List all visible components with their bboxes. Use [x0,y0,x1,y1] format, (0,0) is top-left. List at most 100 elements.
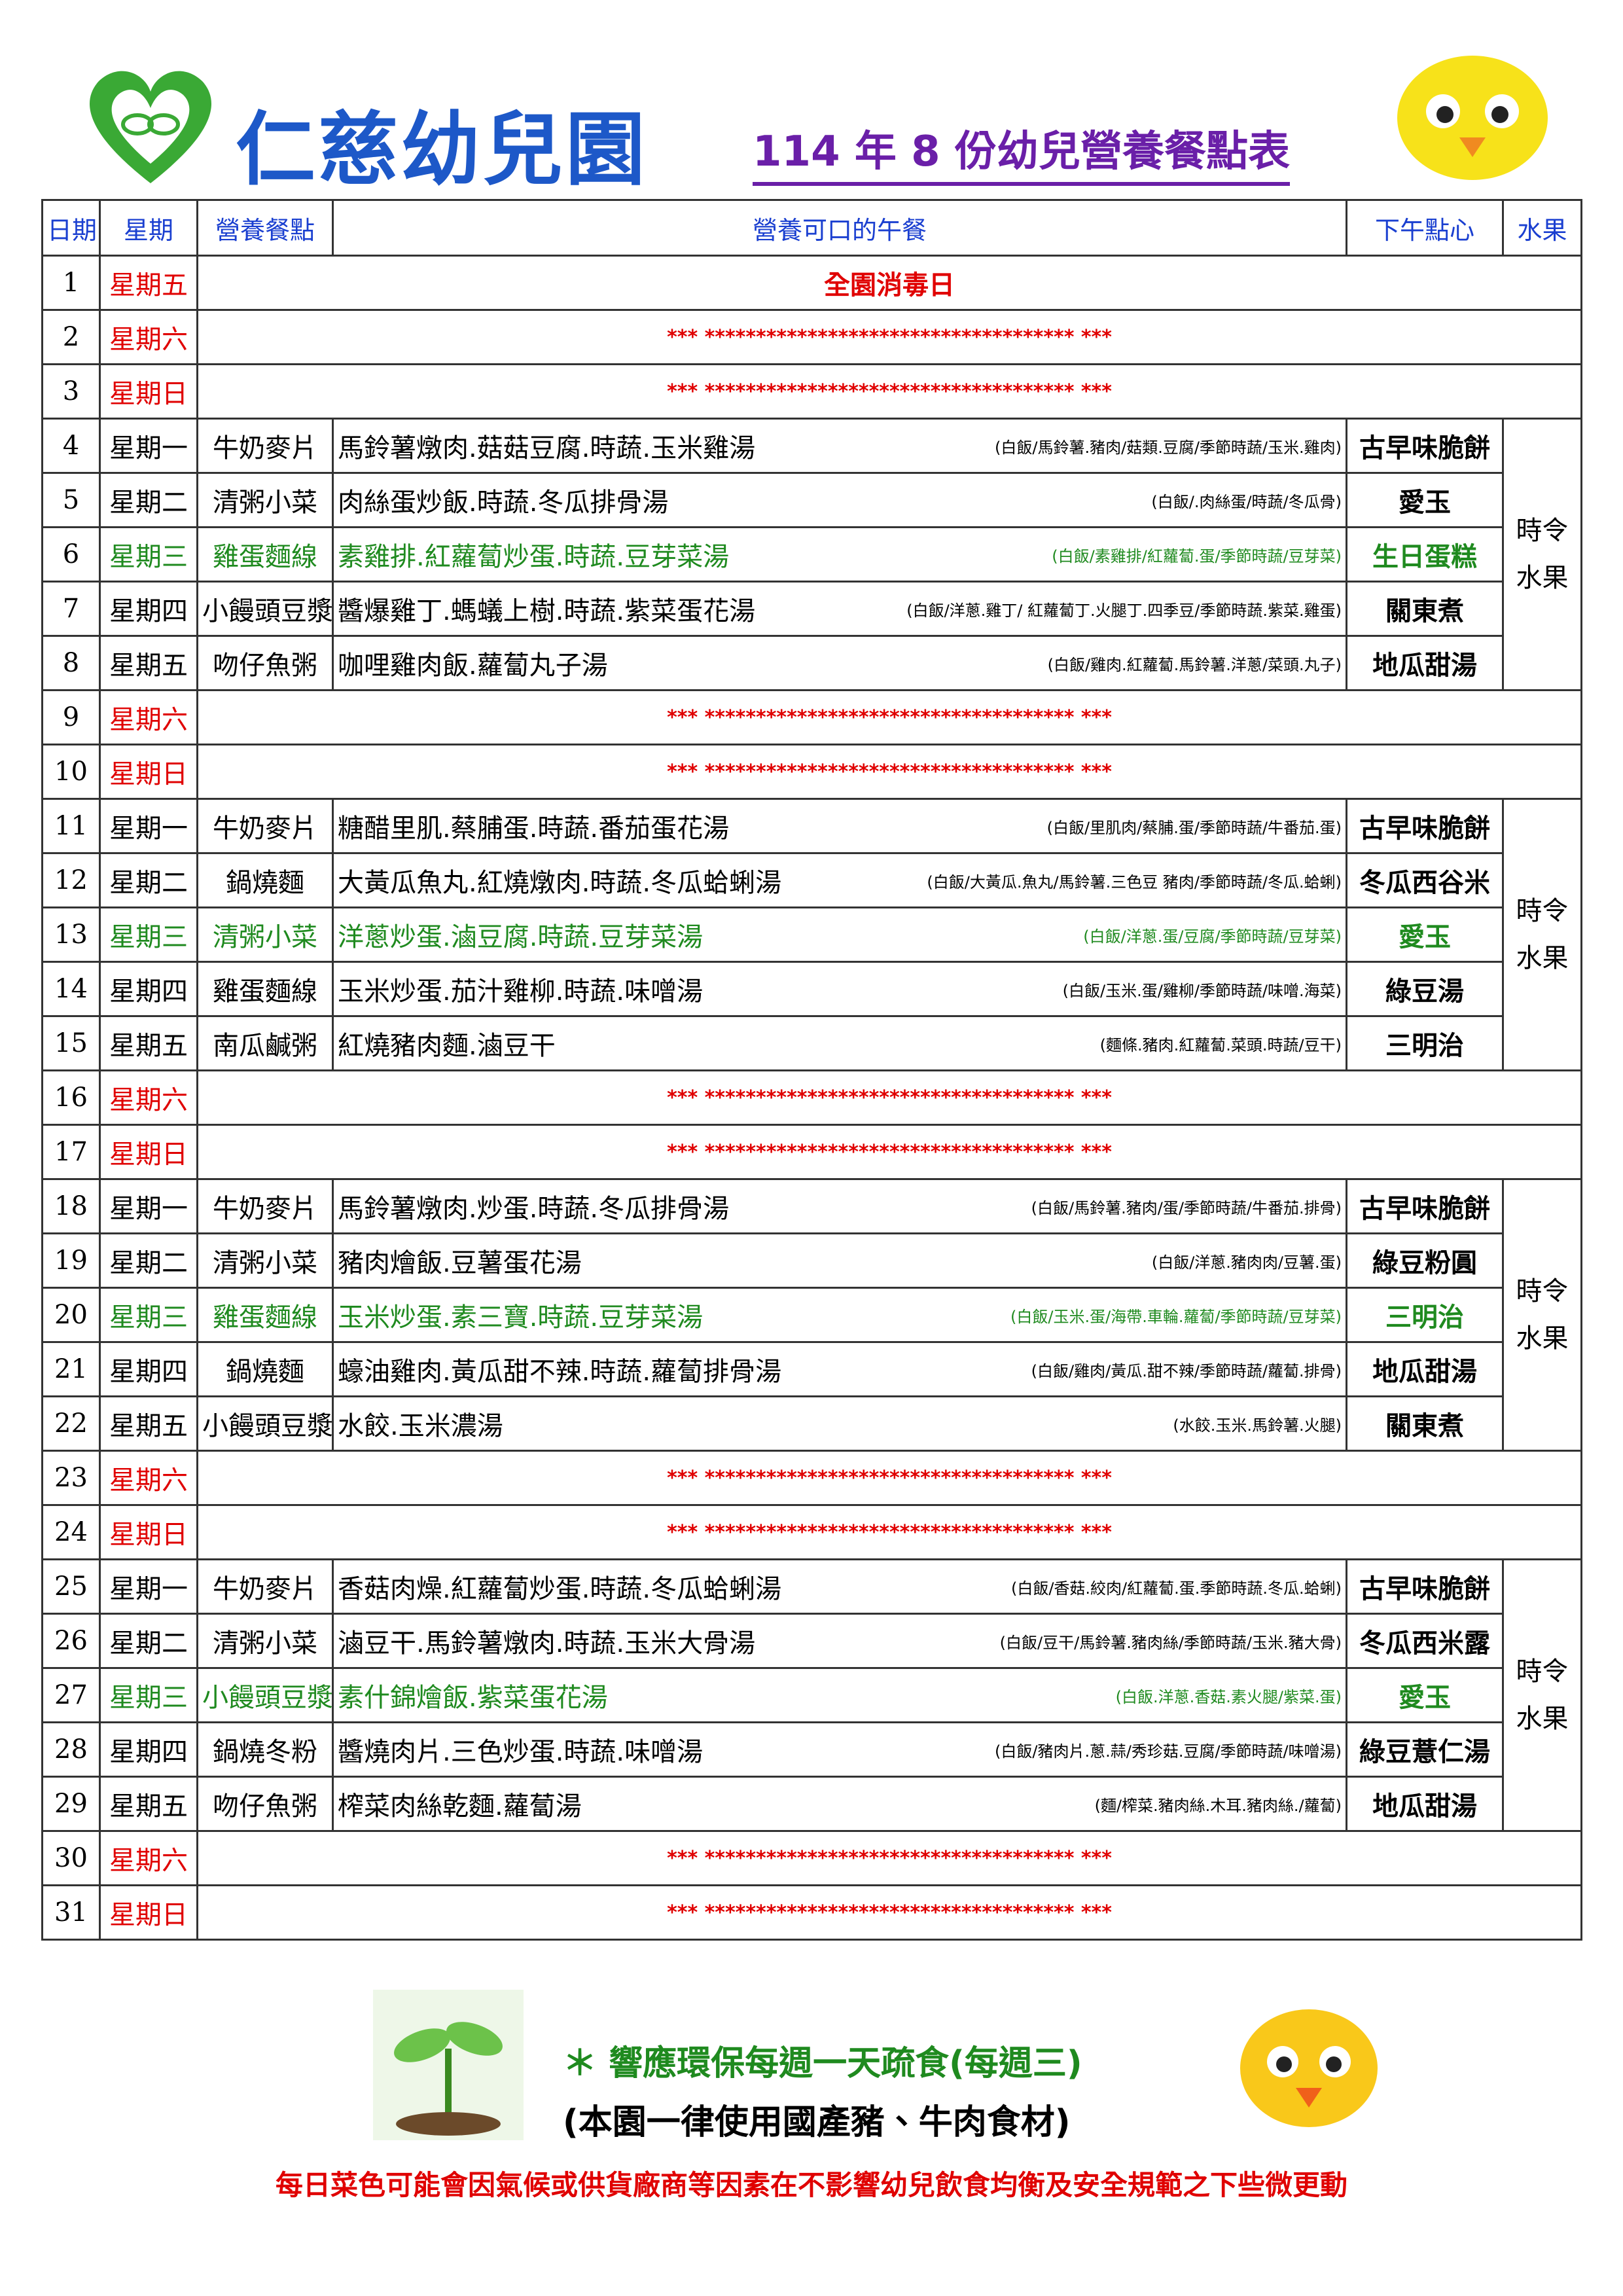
day-cell: 30 [41,1830,101,1886]
lunch-cell: 大黃瓜魚丸.紅燒燉肉.時蔬.冬瓜蛤蜊湯 (白飯/大黃瓜.魚丸/馬鈴薯.三色豆 豬肉… [332,852,1347,908]
day-cell: 13 [41,906,101,963]
snack-cell: 小饅頭豆漿 [196,1667,334,1723]
weekday-cell: 星期一 [99,1558,198,1615]
day-cell: 22 [41,1395,101,1452]
change-notice: 每日菜色可能會因氣候或供貨廠商等因素在不影響幼兒飲食均衡及安全規範之下些微更動 [275,2169,1347,2201]
weekday-cell: 星期六 [99,689,198,745]
lunch-cell: 糖醋里肌.蔡脯蛋.時蔬.番茄蛋花湯 (白飯/里肌肉/蔡脯.蛋/季節時蔬/牛番茄.蛋… [332,798,1347,854]
lunch-detail: (白飯/洋蔥.蛋/豆腐/季節時蔬/豆芽菜) [1083,927,1342,946]
snack-cell: 吻仔魚粥 [196,1776,334,1832]
column-header: 營養餐點 [196,199,334,257]
menu-row: 21 星期四 鍋燒麵 蠔油雞肉.黃瓜甜不辣.時蔬.蘿蔔排骨湯 (白飯/雞肉/黃瓜.甜不辣… [41,1341,1582,1397]
afternoon-cell: 愛玉 [1346,472,1504,528]
note-cell: *** ************************************… [196,363,1582,420]
menu-row: 23 星期六 *** *******************************… [41,1450,1582,1506]
weekday-cell: 星期三 [99,1667,198,1723]
lunch-cell: 素雞排.紅蘿蔔炒蛋.時蔬.豆芽菜湯 (白飯/素雞排/紅蘿蔔.蛋/季節時蔬/豆芽菜) [332,526,1347,583]
day-cell: 19 [41,1232,101,1289]
lunch-detail: (白飯/香菇.絞肉/紅蘿蔔.蛋.季節時蔬.冬瓜.蛤蜊) [1010,1579,1342,1598]
menu-title: 114 年 8 份幼兒營養餐點表 [753,118,1290,186]
note-cell: *** ************************************… [196,744,1582,800]
lunch-main: 醬燒肉片.三色炒蛋.時蔬.味噌湯 [338,1737,704,1767]
day-cell: 28 [41,1721,101,1778]
menu-row: 5 星期二 清粥小菜 肉絲蛋炒飯.時蔬.冬瓜排骨湯 (白飯/.肉絲蛋/時蔬/冬瓜骨) 愛玉 [41,472,1582,528]
lunch-detail: (白飯/.肉絲蛋/時蔬/冬瓜骨) [1151,492,1342,511]
snack-cell: 雞蛋麵線 [196,961,334,1017]
lunch-main: 咖哩雞肉飯.蘿蔔丸子湯 [338,651,608,681]
weekday-cell: 星期四 [99,961,198,1017]
weekday-cell: 星期二 [99,1613,198,1669]
lunch-main: 洋蔥炒蛋.滷豆腐.時蔬.豆芽菜湯 [338,922,704,952]
weekday-cell: 星期日 [99,1124,198,1180]
fruit-cell: 時令 水果 [1502,418,1582,691]
afternoon-cell: 古早味脆餅 [1346,798,1504,854]
weekday-cell: 星期四 [99,581,198,637]
lunch-main: 糖醋里肌.蔡脯蛋.時蔬.番茄蛋花湯 [338,814,730,844]
menu-row: 20 星期三 雞蛋麵線 玉米炒蛋.素三寶.時蔬.豆芽菜湯 (白飯/玉米.蛋/海帶.車輪.… [41,1287,1582,1343]
menu-row: 26 星期二 清粥小菜 滷豆干.馬鈴薯燉肉.時蔬.玉米大骨湯 (白飯/豆干/馬鈴薯.豬肉… [41,1613,1582,1669]
note-cell: *** ************************************… [196,1504,1582,1560]
fruit-cell: 時令 水果 [1502,798,1582,1071]
day-cell: 23 [41,1450,101,1506]
menu-row: 29 星期五 吻仔魚粥 榨菜肉絲乾麵.蘿蔔湯 (麵/榨菜.豬肉絲.木耳.豬肉絲./蘿蔔)… [41,1776,1582,1832]
column-header: 水果 [1502,199,1582,257]
day-cell: 21 [41,1341,101,1397]
day-cell: 27 [41,1667,101,1723]
lunch-main: 紅燒豬肉麵.滷豆干 [338,1031,556,1061]
snack-cell: 牛奶麥片 [196,418,334,474]
lunch-main: 香菇肉燥.紅蘿蔔炒蛋.時蔬.冬瓜蛤蜊湯 [338,1574,782,1604]
day-cell: 24 [41,1504,101,1560]
afternoon-cell: 綠豆薏仁湯 [1346,1721,1504,1778]
menu-row: 31 星期日 *** *******************************… [41,1884,1582,1941]
afternoon-cell: 冬瓜西谷米 [1346,852,1504,908]
chick-icon [1397,56,1548,180]
lunch-content: 玉米炒蛋.茄汁雞柳.時蔬.味噌湯 (白飯/玉米.蛋/雞柳/季節時蔬/味噌.海菜) [338,970,1342,1008]
lunch-content: 紅燒豬肉麵.滷豆干 (麵條.豬肉.紅蘿蔔.菜頭.時蔬/豆干) [338,1024,1342,1062]
logo [89,71,212,183]
day-cell: 31 [41,1884,101,1941]
snack-cell: 鍋燒冬粉 [196,1721,334,1778]
day-cell: 4 [41,418,101,474]
weekday-cell: 星期五 [99,1776,198,1832]
afternoon-cell: 古早味脆餅 [1346,1558,1504,1615]
snack-cell: 南瓜鹹粥 [196,1015,334,1071]
afternoon-cell: 關東煮 [1346,1395,1504,1452]
lunch-detail: (白飯/豆干/馬鈴薯.豬肉絲/季節時蔬/玉米.豬大骨) [999,1633,1342,1652]
note-cell: *** ************************************… [196,1884,1582,1941]
day-cell: 12 [41,852,101,908]
note-cell: *** ************************************… [196,1450,1582,1506]
menu-row: 3 星期日 *** ********************************… [41,363,1582,420]
menu-row: 27 星期三 小饅頭豆漿 素什錦燴飯.紫菜蛋花湯 (白飯.洋蔥.香菇.素火腿/紫菜.蛋)… [41,1667,1582,1723]
day-cell: 8 [41,635,101,691]
lunch-cell: 肉絲蛋炒飯.時蔬.冬瓜排骨湯 (白飯/.肉絲蛋/時蔬/冬瓜骨) [332,472,1347,528]
afternoon-cell: 愛玉 [1346,906,1504,963]
weekday-cell: 星期日 [99,363,198,420]
lunch-detail: (白飯/雞肉/黃瓜.甜不辣/季節時蔬/蘿蔔.排骨) [1031,1361,1342,1380]
snack-cell: 小饅頭豆漿 [196,1395,334,1452]
lunch-main: 大黃瓜魚丸.紅燒燉肉.時蔬.冬瓜蛤蜊湯 [338,868,782,898]
lunch-content: 素什錦燴飯.紫菜蛋花湯 (白飯.洋蔥.香菇.素火腿/紫菜.蛋) [338,1676,1342,1714]
afternoon-cell: 三明治 [1346,1015,1504,1071]
lunch-cell: 榨菜肉絲乾麵.蘿蔔湯 (麵/榨菜.豬肉絲.木耳.豬肉絲./蘿蔔) [332,1776,1347,1832]
snack-cell: 鍋燒麵 [196,1341,334,1397]
lunch-content: 咖哩雞肉飯.蘿蔔丸子湯 (白飯/雞肉.紅蘿蔔.馬鈴薯.洋蔥/菜頭.丸子) [338,644,1342,682]
lunch-cell: 香菇肉燥.紅蘿蔔炒蛋.時蔬.冬瓜蛤蜊湯 (白飯/香菇.絞肉/紅蘿蔔.蛋.季節時蔬.… [332,1558,1347,1615]
snack-cell: 鍋燒麵 [196,852,334,908]
day-cell: 5 [41,472,101,528]
lunch-main: 蠔油雞肉.黃瓜甜不辣.時蔬.蘿蔔排骨湯 [338,1357,782,1387]
lunch-detail: (白飯/里肌肉/蔡脯.蛋/季節時蔬/牛番茄.蛋) [1046,818,1342,837]
snack-cell: 牛奶麥片 [196,1178,334,1234]
menu-row: 6 星期三 雞蛋麵線 素雞排.紅蘿蔔炒蛋.時蔬.豆芽菜湯 (白飯/素雞排/紅蘿蔔.蛋/季… [41,526,1582,583]
lunch-detail: (麵/榨菜.豬肉絲.木耳.豬肉絲./蘿蔔) [1094,1796,1342,1815]
lunch-cell: 洋蔥炒蛋.滷豆腐.時蔬.豆芽菜湯 (白飯/洋蔥.蛋/豆腐/季節時蔬/豆芽菜) [332,906,1347,963]
snack-cell: 清粥小菜 [196,1232,334,1289]
afternoon-cell: 冬瓜西米露 [1346,1613,1504,1669]
lunch-content: 蠔油雞肉.黃瓜甜不辣.時蔬.蘿蔔排骨湯 (白飯/雞肉/黃瓜.甜不辣/季節時蔬/蘿蔔… [338,1350,1342,1388]
menu-row: 13 星期三 清粥小菜 洋蔥炒蛋.滷豆腐.時蔬.豆芽菜湯 (白飯/洋蔥.蛋/豆腐/季節時… [41,906,1582,963]
lunch-detail: (白飯/馬鈴薯.豬肉/蛋/季節時蔬/牛番茄.排骨) [1031,1198,1342,1217]
afternoon-cell: 綠豆粉圓 [1346,1232,1504,1289]
table-body: 1 星期五 全園消毒日 2 星期六 *** ***********************… [41,255,1582,1941]
sprout-icon [373,1990,524,2140]
lunch-cell: 咖哩雞肉飯.蘿蔔丸子湯 (白飯/雞肉.紅蘿蔔.馬鈴薯.洋蔥/菜頭.丸子) [332,635,1347,691]
lunch-cell: 水餃.玉米濃湯 (水餃.玉米.馬鈴薯.火腿) [332,1395,1347,1452]
